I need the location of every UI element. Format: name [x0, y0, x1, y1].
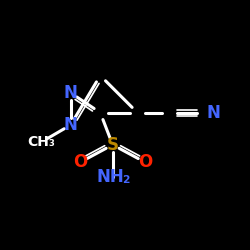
Text: NH: NH	[96, 168, 124, 186]
Text: 2: 2	[122, 175, 130, 185]
Text: O: O	[138, 153, 152, 171]
Text: N: N	[64, 116, 78, 134]
Text: O: O	[74, 153, 88, 171]
Text: N: N	[64, 84, 78, 102]
Text: S: S	[107, 136, 119, 154]
Text: N: N	[206, 104, 220, 122]
Text: CH₃: CH₃	[27, 135, 55, 149]
